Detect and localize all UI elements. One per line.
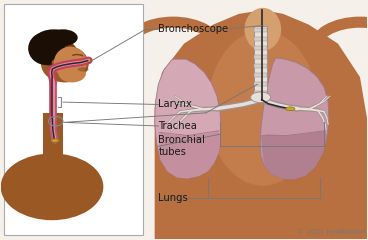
Polygon shape [261, 131, 327, 179]
Ellipse shape [38, 39, 78, 67]
Ellipse shape [36, 29, 72, 48]
Ellipse shape [78, 67, 89, 72]
Bar [254, 26, 267, 102]
Bar [254, 28, 267, 32]
Polygon shape [260, 58, 329, 179]
Text: Lungs: Lungs [158, 192, 188, 203]
Text: © 2021 Healthwise: © 2021 Healthwise [297, 229, 365, 235]
Bar [254, 46, 267, 50]
Text: Trachea: Trachea [158, 121, 197, 131]
Bar [254, 55, 267, 59]
Ellipse shape [286, 107, 295, 111]
Bar [254, 73, 267, 77]
Ellipse shape [28, 32, 65, 65]
Ellipse shape [41, 45, 89, 82]
Ellipse shape [244, 8, 281, 51]
Bar [254, 64, 267, 68]
Polygon shape [155, 59, 221, 179]
Ellipse shape [251, 92, 271, 103]
FancyBboxPatch shape [4, 4, 143, 234]
Ellipse shape [1, 153, 103, 220]
Ellipse shape [208, 30, 318, 186]
Polygon shape [158, 131, 221, 179]
Ellipse shape [48, 29, 78, 46]
Bar [254, 82, 267, 86]
Bar [43, 113, 63, 156]
Bar [254, 37, 267, 41]
Text: Larynx: Larynx [158, 100, 192, 109]
Ellipse shape [51, 139, 59, 142]
Ellipse shape [54, 47, 87, 79]
Ellipse shape [59, 65, 86, 82]
Bar [254, 91, 267, 95]
Text: Bronchoscope: Bronchoscope [158, 24, 229, 34]
Polygon shape [155, 10, 367, 239]
Text: Bronchial
tubes: Bronchial tubes [158, 135, 205, 157]
Ellipse shape [85, 58, 93, 62]
Ellipse shape [52, 59, 58, 66]
